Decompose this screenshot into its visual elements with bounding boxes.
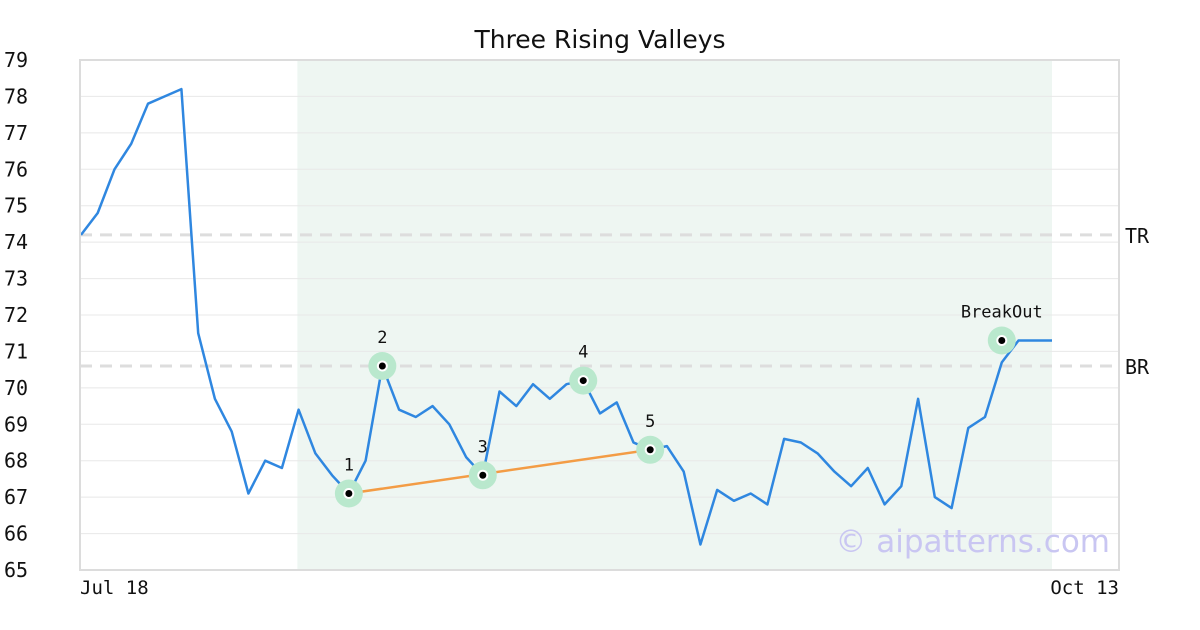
y-tick-label: 66: [4, 522, 28, 546]
y-tick-label: 67: [4, 485, 28, 509]
y-tick-label: 70: [4, 376, 28, 400]
marked-points: 1 2 3 4 5 BreakOut: [334, 303, 1043, 508]
y-tick-label: 71: [4, 339, 28, 363]
y-tick-label: 78: [4, 84, 28, 108]
level-label-br: BR: [1125, 355, 1150, 379]
y-tick-label: 72: [4, 303, 28, 327]
y-tick-label: 65: [4, 558, 28, 582]
y-tick-label: 74: [4, 230, 28, 254]
x-tick-label: Oct 13: [1050, 577, 1119, 599]
watermark: © aipatterns.com: [835, 524, 1110, 560]
point-marker-breakout: [998, 337, 1006, 344]
point-label-5: 5: [645, 412, 655, 432]
level-label-tr: TR: [1125, 224, 1150, 248]
y-axis: 65 66 67 68 69 70 71 72 73 74 75 76 77 78 79: [4, 48, 28, 582]
point-label-1: 1: [344, 456, 354, 476]
grid: [80, 95, 1119, 535]
price-line: [80, 87, 1052, 546]
point-marker-3: [479, 471, 487, 479]
point-label-3: 3: [478, 437, 488, 457]
chart-title: Three Rising Valleys: [473, 25, 725, 54]
level-lines: TR BR: [80, 224, 1150, 379]
point-label-breakout: BreakOut: [961, 303, 1043, 323]
point-marker-4: [579, 377, 587, 385]
x-axis: Jul 18 Oct 13: [80, 577, 1119, 599]
y-tick-label: 79: [4, 48, 28, 72]
y-tick-label: 68: [4, 449, 28, 473]
y-tick-label: 75: [4, 194, 28, 218]
plot-frame: [79, 59, 1120, 571]
x-tick-label: Jul 18: [80, 577, 149, 599]
trendline: [348, 448, 651, 495]
y-tick-label: 76: [4, 157, 28, 181]
y-tick-label: 77: [4, 121, 28, 145]
point-label-2: 2: [377, 328, 387, 348]
point-marker-5: [646, 446, 654, 454]
point-marker-2: [378, 362, 386, 370]
y-tick-label: 69: [4, 412, 28, 436]
y-tick-label: 73: [4, 267, 28, 291]
point-label-4: 4: [578, 343, 588, 363]
point-marker-1: [345, 490, 353, 497]
